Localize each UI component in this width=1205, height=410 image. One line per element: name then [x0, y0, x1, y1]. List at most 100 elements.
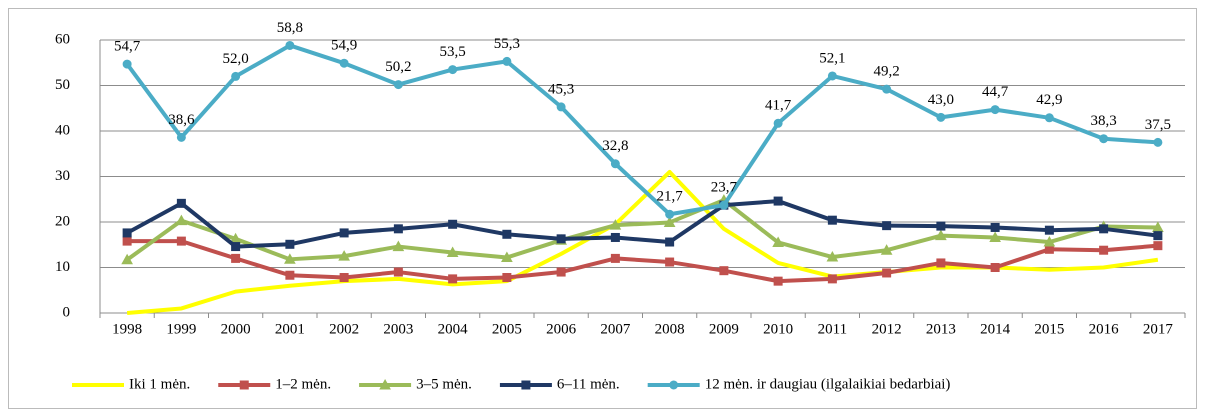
- marker: [609, 219, 622, 230]
- marker: [990, 105, 1000, 115]
- marker: [175, 214, 188, 226]
- marker: [393, 80, 403, 90]
- marker: [610, 253, 620, 263]
- marker: [231, 242, 241, 252]
- marker: [502, 273, 512, 283]
- chart-border: [8, 8, 1197, 409]
- marker: [393, 267, 403, 277]
- marker: [773, 118, 783, 128]
- marker: [122, 236, 132, 246]
- marker: [935, 229, 947, 241]
- series: [122, 40, 1163, 219]
- marker: [1044, 113, 1054, 123]
- marker: [827, 274, 837, 284]
- data-label: 42,9: [1036, 92, 1062, 108]
- marker: [285, 239, 295, 249]
- data-label: 54,7: [114, 39, 141, 55]
- data-label: 53,5: [440, 44, 466, 60]
- y-tick-label: 50: [55, 77, 70, 93]
- marker: [989, 231, 1001, 242]
- x-tick-label: 2015: [1034, 321, 1064, 337]
- marker: [1044, 225, 1054, 235]
- marker: [501, 251, 513, 262]
- legend-label: 1–2 mėn.: [275, 376, 331, 392]
- marker: [773, 276, 783, 286]
- x-tick-label: 2000: [221, 321, 251, 337]
- marker: [393, 224, 403, 234]
- marker: [502, 229, 512, 239]
- marker: [392, 240, 405, 252]
- x-tick-label: 1998: [112, 321, 142, 337]
- x-tick-label: 2006: [546, 321, 577, 337]
- data-line: [126, 199, 1159, 249]
- marker: [176, 198, 186, 208]
- data-label: 37,5: [1145, 117, 1171, 133]
- marker: [285, 40, 295, 50]
- legend-label: Iki 1 mėn.: [129, 376, 190, 392]
- marker: [610, 232, 620, 242]
- x-tick-label: 2010: [763, 321, 793, 337]
- data-label: 44,7: [982, 84, 1009, 100]
- data-line: [125, 198, 1158, 262]
- marker: [285, 270, 295, 280]
- marker: [665, 257, 675, 267]
- marker: [1153, 137, 1163, 147]
- data-label: 49,2: [874, 64, 900, 80]
- marker: [239, 380, 249, 390]
- marker: [448, 65, 458, 75]
- legend-label: 12 mėn. ir daugiau (ilgalaikiai bedarbia…: [705, 376, 951, 392]
- series: [122, 196, 1163, 252]
- marker: [231, 253, 241, 263]
- series: [126, 169, 1159, 315]
- marker: [1099, 224, 1109, 234]
- marker: [338, 250, 350, 261]
- data-label: 58,8: [277, 20, 303, 36]
- marker: [669, 380, 679, 390]
- x-tick-label: 2014: [980, 321, 1011, 337]
- x-tick-label: 2007: [600, 321, 631, 337]
- marker: [936, 112, 946, 122]
- marker: [502, 56, 512, 66]
- x-tick-label: 2011: [818, 321, 847, 337]
- marker: [1153, 241, 1163, 251]
- marker: [122, 228, 132, 238]
- data-label: 50,2: [385, 59, 411, 75]
- marker: [176, 132, 186, 142]
- marker: [665, 209, 675, 219]
- x-tick-label: 2009: [709, 321, 739, 337]
- marker: [556, 267, 566, 277]
- marker: [448, 274, 458, 284]
- marker: [663, 216, 676, 227]
- marker: [1099, 134, 1109, 144]
- y-tick-label: 30: [55, 168, 70, 184]
- marker: [339, 273, 349, 283]
- y-tick-label: 20: [55, 213, 70, 229]
- data-label: 52,1: [819, 50, 845, 66]
- marker: [339, 58, 349, 68]
- y-tick-label: 60: [55, 31, 70, 47]
- data-label: 41,7: [765, 98, 792, 114]
- marker: [339, 228, 349, 238]
- marker: [1099, 245, 1109, 255]
- marker: [284, 253, 296, 264]
- x-tick-label: 2005: [492, 321, 522, 337]
- marker: [231, 71, 241, 81]
- x-tick-label: 1999: [166, 321, 196, 337]
- marker: [936, 221, 946, 231]
- series: [122, 236, 1163, 286]
- data-label: 38,6: [168, 112, 195, 128]
- x-tick-label: 2003: [383, 321, 413, 337]
- marker: [521, 380, 531, 390]
- marker: [556, 102, 566, 112]
- data-label: 54,9: [331, 38, 357, 54]
- marker: [990, 263, 1000, 272]
- data-label: 43,0: [928, 92, 954, 108]
- data-label: 55,3: [494, 36, 520, 52]
- marker: [176, 236, 186, 246]
- marker: [719, 200, 729, 210]
- x-tick-label: 2016: [1089, 321, 1120, 337]
- marker: [882, 84, 892, 94]
- marker: [882, 221, 892, 231]
- x-tick-label: 2008: [655, 321, 685, 337]
